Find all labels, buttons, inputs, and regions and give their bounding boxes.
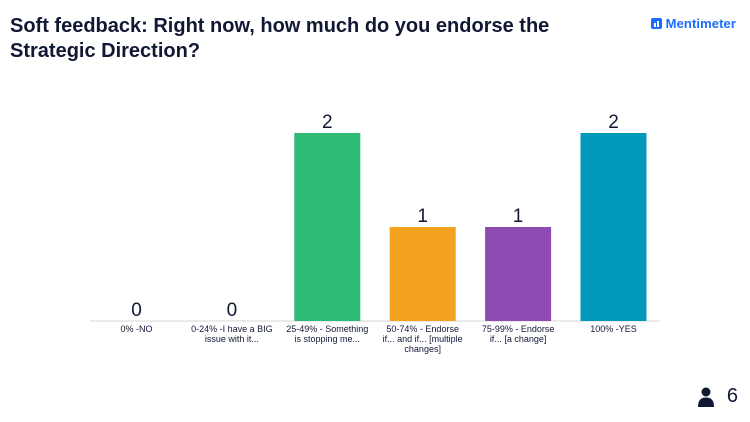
brand-name: Mentimeter [665,16,736,31]
category-label: 0% -NO [120,324,153,334]
person-icon [697,387,714,407]
category-label: 25-49% - Something is stopping me... [286,324,369,344]
bar [389,227,456,321]
responses-count: 6 [726,385,738,407]
category-label: 100% -YES [590,324,637,334]
responses-counter: 6 [697,385,738,408]
bar [485,227,552,321]
data-label: 1 [513,206,524,227]
data-label: 2 [322,112,333,133]
category-label: 0-24% -I have a BIG issue with it... [191,324,273,344]
page-title: Soft feedback: Right now, how much do yo… [10,15,550,62]
brand: Mentimeter [650,16,736,31]
category-label: 75-99% - Endorse if... [a change] [481,324,555,344]
data-label: 0 [131,300,142,321]
data-label: 2 [608,112,619,133]
category-label: 50-74% - Endorse if... and if... [multip… [382,324,463,354]
data-label: 1 [417,206,428,227]
bar [580,133,647,321]
data-label: 0 [227,300,238,321]
bar [294,133,361,321]
mentimeter-logo-icon [650,18,662,29]
